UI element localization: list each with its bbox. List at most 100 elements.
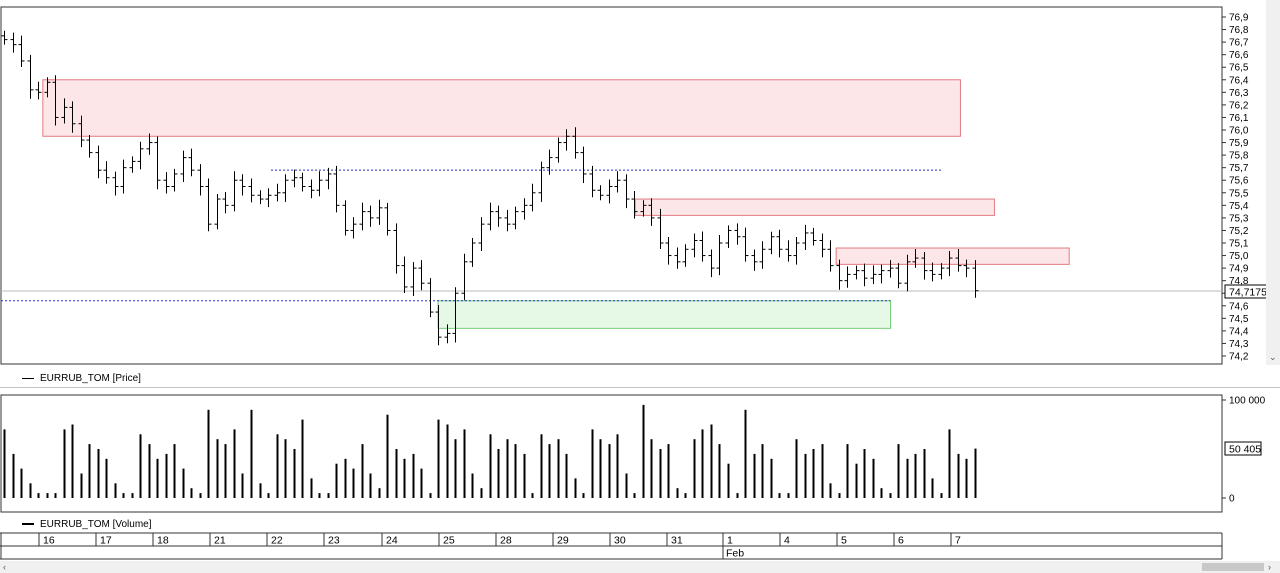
date-tick-label: 28 <box>500 535 512 547</box>
price-legend-line-icon <box>22 377 34 379</box>
support-zone <box>437 300 892 329</box>
ohlc-bar <box>512 206 519 230</box>
price-tick-label: 74,5 <box>1229 314 1249 325</box>
price-tick-label: 76,5 <box>1229 63 1249 74</box>
price-tick-label: 76,4 <box>1229 75 1249 86</box>
ohlc-bar <box>461 253 468 301</box>
ohlc-bar <box>27 54 34 99</box>
ohlc-bar <box>231 171 238 212</box>
ohlc-bar <box>469 237 476 267</box>
price-legend-label: EURRUB_TOM [Price] <box>40 372 141 384</box>
price-tick-label: 76,0 <box>1229 126 1249 137</box>
ohlc-bar <box>265 188 272 208</box>
ohlc-bar <box>95 145 102 179</box>
ohlc-bar <box>376 199 383 225</box>
ohlc-bar <box>444 324 451 344</box>
price-tick-label: 75,7 <box>1229 163 1249 174</box>
scroll-left-arrow-icon[interactable]: ‹ <box>3 562 6 572</box>
ohlc-bar <box>802 224 809 251</box>
volume-legend-label: EURRUB_TOM [Volume] <box>40 518 152 530</box>
vertical-scrollbar[interactable]: ⌄ <box>1266 0 1280 365</box>
date-tick-label: 25 <box>443 535 455 547</box>
ohlc-bar <box>35 81 42 100</box>
ohlc-bar <box>631 191 638 219</box>
price-tick-label: 76,3 <box>1229 88 1249 99</box>
date-tick-label: 4 <box>784 535 790 547</box>
ohlc-bar <box>239 174 246 196</box>
date-tick-label: 5 <box>841 535 847 547</box>
ohlc-bar <box>606 179 613 204</box>
ohlc-bar <box>384 202 391 236</box>
volume-chart-border <box>0 394 1223 513</box>
ohlc-bar <box>946 251 953 277</box>
ohlc-bar <box>248 178 255 203</box>
ohlc-bar <box>163 172 170 194</box>
resistance-zone <box>835 247 1070 265</box>
ohlc-bar <box>963 259 970 278</box>
ohlc-bar <box>929 262 936 282</box>
ohlc-bar <box>904 254 911 292</box>
price-chart[interactable]: 76,976,8 76,776,6 76,576,4 76,376,2 76,1 76,0… <box>0 0 1280 368</box>
date-tick-label: 23 <box>328 535 340 547</box>
ohlc-bar <box>435 305 442 346</box>
ohlc-bar <box>836 259 843 290</box>
ohlc-bar <box>257 190 264 205</box>
ohlc-bar <box>86 135 93 158</box>
horizontal-scrollbar[interactable]: ‹ › <box>0 561 1280 573</box>
resistance-zone <box>634 198 995 216</box>
price-tick-label: 74,9 <box>1229 264 1249 275</box>
ohlc-bar <box>640 200 647 217</box>
ohlc-bar <box>18 35 25 67</box>
ohlc-bar <box>112 171 119 196</box>
price-legend: EURRUB_TOM [Price] <box>0 369 141 387</box>
ohlc-bar <box>844 266 851 288</box>
ohlc-bar <box>546 149 553 175</box>
price-tick-label: 74,4 <box>1229 326 1249 337</box>
ohlc-bar <box>350 217 357 239</box>
ohlc-bar <box>495 205 502 227</box>
ohlc-bar <box>793 236 800 265</box>
ohlc-bar <box>563 129 570 151</box>
ohlc-bar <box>589 165 596 198</box>
last-volume-marker: 50 405 <box>1224 441 1262 456</box>
ohlc-bar <box>146 133 153 155</box>
ohlc-bar <box>708 249 715 278</box>
price-tick-label: 75,8 <box>1229 151 1249 162</box>
date-tick-label: 7 <box>955 535 961 547</box>
ohlc-bar <box>120 159 127 194</box>
ohlc-bar <box>665 236 672 265</box>
ohlc-bar <box>274 183 281 202</box>
date-tick-label: 17 <box>100 535 112 547</box>
last-price-label: 74,7175 <box>1229 287 1267 299</box>
ohlc-bar <box>529 183 536 212</box>
ohlc-bar <box>367 205 374 227</box>
ohlc-bar <box>188 148 195 177</box>
ohlc-bar <box>521 198 528 220</box>
ohlc-bar <box>325 167 332 190</box>
ohlc-bar <box>912 249 919 268</box>
ohlc-bar <box>504 209 511 232</box>
scroll-down-arrow-icon[interactable]: ⌄ <box>1269 352 1277 362</box>
ohlc-bar <box>921 252 928 280</box>
ohlc-bar <box>299 172 306 192</box>
ohlc-bar <box>861 263 868 287</box>
price-tick-label: 75,6 <box>1229 176 1249 187</box>
ohlc-bar <box>725 225 732 249</box>
ohlc-bar <box>699 231 706 262</box>
ohlc-bar <box>222 192 229 214</box>
volume-tick-label: 100 000 <box>1229 396 1266 407</box>
ohlc-bar <box>572 127 579 159</box>
ohlc-bar <box>776 229 783 258</box>
ohlc-bar <box>333 165 340 213</box>
scroll-right-arrow-icon[interactable]: › <box>1268 562 1271 572</box>
volume-chart[interactable]: 100 000 0 50 405 <box>0 387 1280 517</box>
price-tick-label: 76,1 <box>1229 113 1249 124</box>
ohlc-bar <box>657 208 664 250</box>
scrollbar-thumb[interactable] <box>1202 563 1264 571</box>
price-level-lines <box>1 169 1222 302</box>
ohlc-bar <box>316 171 323 197</box>
price-bars <box>1 30 979 346</box>
ohlc-bar <box>197 164 204 196</box>
ohlc-bar <box>614 171 621 193</box>
resistance-zone <box>42 79 961 137</box>
